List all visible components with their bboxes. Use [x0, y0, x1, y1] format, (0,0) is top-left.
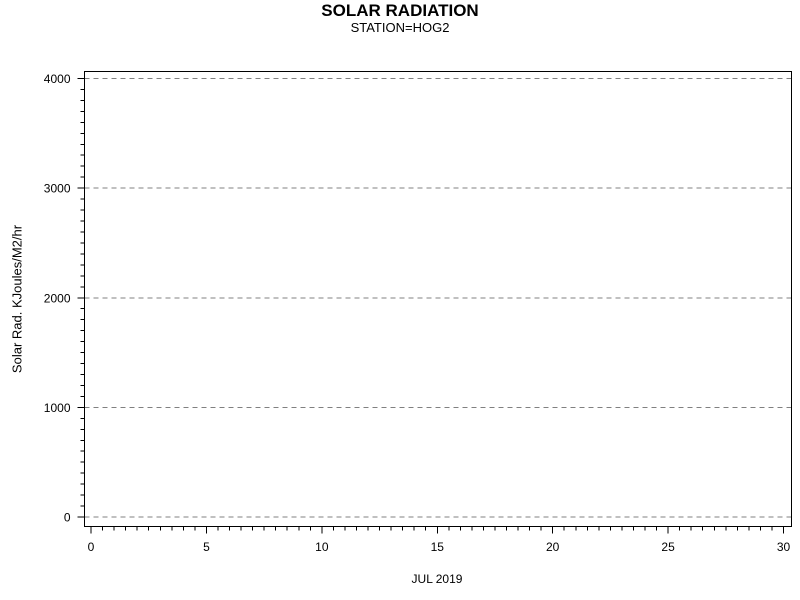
x-tick-label: 25: [661, 540, 675, 554]
y-tick-label: 4000: [44, 72, 71, 86]
y-tick-label: 3000: [44, 182, 71, 196]
x-tick-label: 0: [88, 540, 95, 554]
x-tick-label: 30: [777, 540, 791, 554]
y-tick-label: 1000: [44, 401, 71, 415]
plot-frame: [84, 71, 792, 527]
x-tick-label: 10: [315, 540, 329, 554]
chart-subtitle: STATION=HOG2: [350, 20, 450, 35]
x-tick-label: 20: [546, 540, 560, 554]
y-tick-label: 2000: [44, 291, 71, 305]
x-tick-label: 15: [431, 540, 445, 554]
x-axis-label: JUL 2019: [411, 572, 463, 586]
x-tick-label: 5: [203, 540, 210, 554]
y-tick-label: 0: [64, 511, 71, 525]
chart-title: SOLAR RADIATION: [321, 1, 479, 20]
